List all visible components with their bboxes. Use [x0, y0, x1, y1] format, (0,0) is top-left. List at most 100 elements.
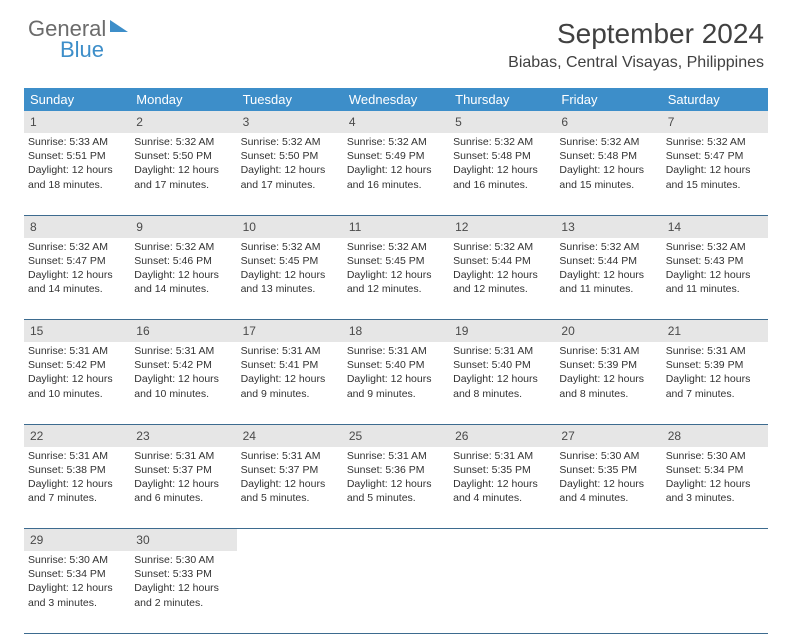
daylight-line: Daylight: 12 hours and 3 minutes. [666, 477, 764, 505]
day-cell: Sunrise: 5:31 AMSunset: 5:36 PMDaylight:… [343, 447, 449, 529]
day-info: Sunrise: 5:32 AMSunset: 5:48 PMDaylight:… [559, 135, 657, 192]
day-number: 16 [136, 324, 149, 338]
sunset-line: Sunset: 5:36 PM [347, 463, 445, 477]
day-number: 17 [243, 324, 256, 338]
sunrise-line: Sunrise: 5:32 AM [134, 135, 232, 149]
day-cell [662, 551, 768, 633]
day-number: 21 [668, 324, 681, 338]
day-info: Sunrise: 5:32 AMSunset: 5:44 PMDaylight:… [453, 240, 551, 297]
sunset-line: Sunset: 5:40 PM [347, 358, 445, 372]
daynum-cell: 18 [343, 320, 449, 343]
day-cell: Sunrise: 5:31 AMSunset: 5:39 PMDaylight:… [662, 342, 768, 424]
daylight-line: Daylight: 12 hours and 5 minutes. [347, 477, 445, 505]
day-cell: Sunrise: 5:31 AMSunset: 5:42 PMDaylight:… [130, 342, 236, 424]
day-cell: Sunrise: 5:30 AMSunset: 5:34 PMDaylight:… [24, 551, 130, 633]
day-number: 27 [561, 429, 574, 443]
day-cell: Sunrise: 5:31 AMSunset: 5:40 PMDaylight:… [343, 342, 449, 424]
daynum-cell [449, 529, 555, 552]
day-number: 18 [349, 324, 362, 338]
daylight-line: Daylight: 12 hours and 8 minutes. [453, 372, 551, 400]
daylight-line: Daylight: 12 hours and 10 minutes. [134, 372, 232, 400]
sunset-line: Sunset: 5:34 PM [28, 567, 126, 581]
sunrise-line: Sunrise: 5:30 AM [559, 449, 657, 463]
daylight-line: Daylight: 12 hours and 12 minutes. [347, 268, 445, 296]
sunrise-line: Sunrise: 5:31 AM [666, 344, 764, 358]
daylight-line: Daylight: 12 hours and 5 minutes. [241, 477, 339, 505]
daynum-cell: 19 [449, 320, 555, 343]
day-number: 12 [455, 220, 468, 234]
daynum-row: 891011121314 [24, 215, 768, 238]
day-cell: Sunrise: 5:32 AMSunset: 5:50 PMDaylight:… [237, 133, 343, 215]
sunset-line: Sunset: 5:45 PM [347, 254, 445, 268]
daynum-cell: 26 [449, 424, 555, 447]
sunset-line: Sunset: 5:40 PM [453, 358, 551, 372]
daynum-cell: 7 [662, 111, 768, 133]
sunrise-line: Sunrise: 5:31 AM [134, 449, 232, 463]
day-number: 4 [349, 115, 356, 129]
sunset-line: Sunset: 5:34 PM [666, 463, 764, 477]
daynum-cell: 17 [237, 320, 343, 343]
sunset-line: Sunset: 5:45 PM [241, 254, 339, 268]
daynum-row: 15 16 17 18 19 20 21 [24, 320, 768, 343]
daynum-cell: 16 [130, 320, 236, 343]
day-info: Sunrise: 5:32 AMSunset: 5:44 PMDaylight:… [559, 240, 657, 297]
day-number: 11 [349, 220, 361, 234]
sunset-line: Sunset: 5:48 PM [559, 149, 657, 163]
day-info: Sunrise: 5:32 AMSunset: 5:45 PMDaylight:… [347, 240, 445, 297]
day-number: 26 [455, 429, 468, 443]
daynum-cell: 21 [662, 320, 768, 343]
sunrise-line: Sunrise: 5:32 AM [559, 240, 657, 254]
daylight-line: Daylight: 12 hours and 11 minutes. [666, 268, 764, 296]
sunset-line: Sunset: 5:50 PM [241, 149, 339, 163]
sunrise-line: Sunrise: 5:31 AM [241, 344, 339, 358]
sunset-line: Sunset: 5:37 PM [134, 463, 232, 477]
day-cell: Sunrise: 5:30 AMSunset: 5:34 PMDaylight:… [662, 447, 768, 529]
daynum-cell [662, 529, 768, 552]
daylight-line: Daylight: 12 hours and 15 minutes. [559, 163, 657, 191]
day-cell: Sunrise: 5:32 AMSunset: 5:44 PMDaylight:… [449, 238, 555, 320]
daynum-cell: 13 [555, 215, 661, 238]
day-info: Sunrise: 5:31 AMSunset: 5:39 PMDaylight:… [559, 344, 657, 401]
day-number: 29 [30, 533, 43, 547]
daynum-cell: 5 [449, 111, 555, 133]
sunset-line: Sunset: 5:42 PM [134, 358, 232, 372]
daylight-line: Daylight: 12 hours and 3 minutes. [28, 581, 126, 609]
daynum-cell: 20 [555, 320, 661, 343]
day-info: Sunrise: 5:31 AMSunset: 5:40 PMDaylight:… [453, 344, 551, 401]
sunset-line: Sunset: 5:51 PM [28, 149, 126, 163]
daylight-line: Daylight: 12 hours and 11 minutes. [559, 268, 657, 296]
logo: General Blue [28, 18, 128, 61]
daylight-line: Daylight: 12 hours and 14 minutes. [28, 268, 126, 296]
day-number: 9 [136, 220, 143, 234]
day-cell: Sunrise: 5:31 AMSunset: 5:41 PMDaylight:… [237, 342, 343, 424]
day-cell: Sunrise: 5:30 AMSunset: 5:33 PMDaylight:… [130, 551, 236, 633]
day-info: Sunrise: 5:32 AMSunset: 5:49 PMDaylight:… [347, 135, 445, 192]
day-number: 19 [455, 324, 468, 338]
sunrise-line: Sunrise: 5:32 AM [666, 135, 764, 149]
daynum-cell: 2 [130, 111, 236, 133]
daylight-line: Daylight: 12 hours and 6 minutes. [134, 477, 232, 505]
daynum-cell: 30 [130, 529, 236, 552]
day-info: Sunrise: 5:30 AMSunset: 5:35 PMDaylight:… [559, 449, 657, 506]
week-row: Sunrise: 5:31 AMSunset: 5:38 PMDaylight:… [24, 447, 768, 529]
sunrise-line: Sunrise: 5:32 AM [134, 240, 232, 254]
sunrise-line: Sunrise: 5:32 AM [666, 240, 764, 254]
sunset-line: Sunset: 5:48 PM [453, 149, 551, 163]
day-info: Sunrise: 5:30 AMSunset: 5:34 PMDaylight:… [666, 449, 764, 506]
daylight-line: Daylight: 12 hours and 16 minutes. [453, 163, 551, 191]
day-number: 14 [668, 220, 681, 234]
daylight-line: Daylight: 12 hours and 4 minutes. [453, 477, 551, 505]
daynum-cell: 10 [237, 215, 343, 238]
daylight-line: Daylight: 12 hours and 2 minutes. [134, 581, 232, 609]
daylight-line: Daylight: 12 hours and 10 minutes. [28, 372, 126, 400]
daylight-line: Daylight: 12 hours and 18 minutes. [28, 163, 126, 191]
day-header: Wednesday [343, 88, 449, 111]
day-header: Thursday [449, 88, 555, 111]
day-info: Sunrise: 5:32 AMSunset: 5:45 PMDaylight:… [241, 240, 339, 297]
day-info: Sunrise: 5:32 AMSunset: 5:47 PMDaylight:… [666, 135, 764, 192]
sunrise-line: Sunrise: 5:31 AM [453, 344, 551, 358]
sunrise-line: Sunrise: 5:32 AM [347, 135, 445, 149]
daylight-line: Daylight: 12 hours and 9 minutes. [241, 372, 339, 400]
day-number: 15 [30, 324, 43, 338]
daynum-cell [237, 529, 343, 552]
